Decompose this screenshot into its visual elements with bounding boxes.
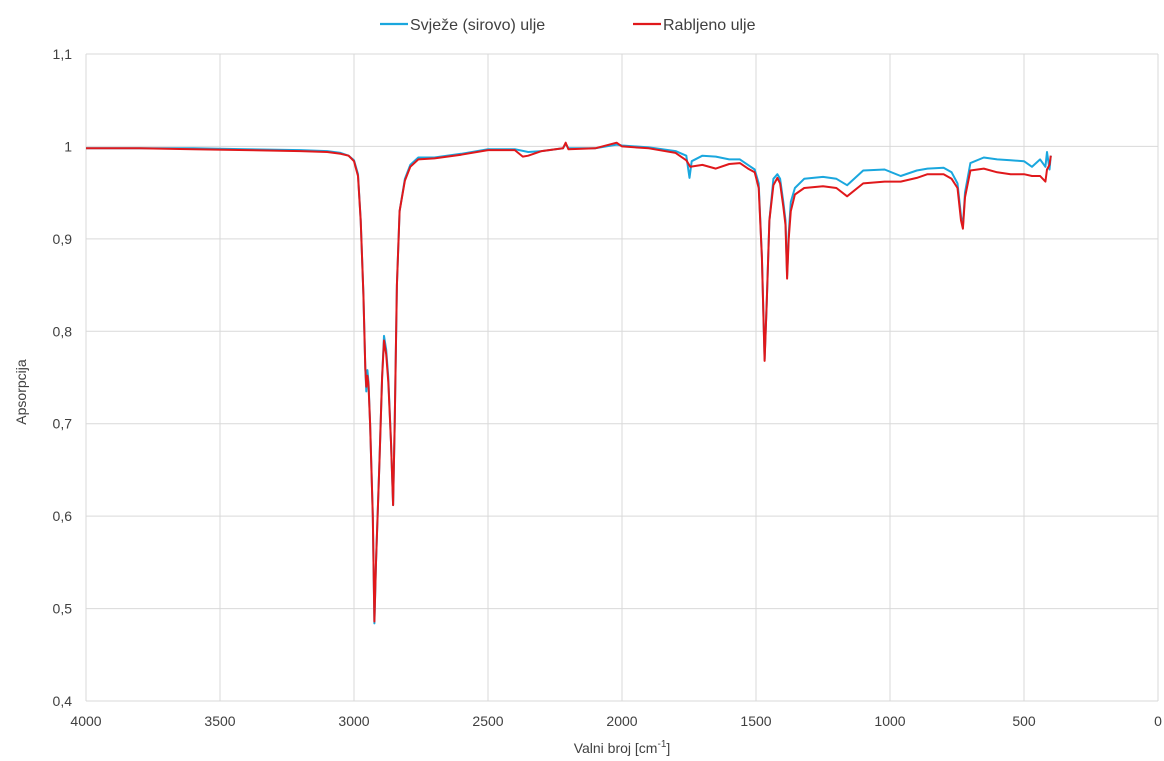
y-tick-label: 0,5 [53, 601, 73, 617]
y-tick-label: 1 [64, 138, 72, 154]
x-axis-title-main: Valni broj [cm [574, 740, 658, 756]
x-tick-label: 4000 [70, 713, 101, 729]
x-axis-title-end: ] [666, 740, 670, 756]
legend-label-used-oil: Rabljeno ulje [663, 17, 756, 34]
x-tick-label: 0 [1154, 713, 1162, 729]
x-tick-label: 2000 [606, 713, 637, 729]
series-line-fresh-oil [86, 142, 1052, 625]
x-tick-label: 1000 [874, 713, 905, 729]
x-axis-title-sup: -1 [657, 739, 666, 750]
y-tick-label: 0,9 [53, 231, 73, 247]
y-tick-labels: 0,4 0,5 0,6 0,7 0,8 0,9 1 1,1 [53, 46, 73, 709]
x-tick-label: 2500 [472, 713, 503, 729]
y-tick-label: 0,6 [53, 508, 73, 524]
x-tick-label: 1500 [740, 713, 771, 729]
x-tick-labels: 4000 3500 3000 2500 2000 1500 1000 500 0 [70, 713, 1162, 729]
y-tick-label: 0,8 [53, 323, 73, 339]
legend: Svježe (sirovo) ulje Rabljeno ulje [380, 17, 756, 34]
y-tick-label: 0,4 [53, 693, 73, 709]
series-lines [86, 141, 1052, 625]
legend-label-fresh-oil: Svježe (sirovo) ulje [410, 17, 545, 34]
y-tick-label: 0,7 [53, 416, 73, 432]
series-line-used-oil [86, 141, 1052, 623]
y-axis-title: Apsorpcija [13, 359, 29, 425]
y-tick-label: 1,1 [53, 46, 73, 62]
x-tick-label: 500 [1012, 713, 1036, 729]
x-tick-label: 3500 [204, 713, 235, 729]
x-axis-title: Valni broj [cm-1] [574, 739, 671, 756]
x-tick-label: 3000 [338, 713, 369, 729]
